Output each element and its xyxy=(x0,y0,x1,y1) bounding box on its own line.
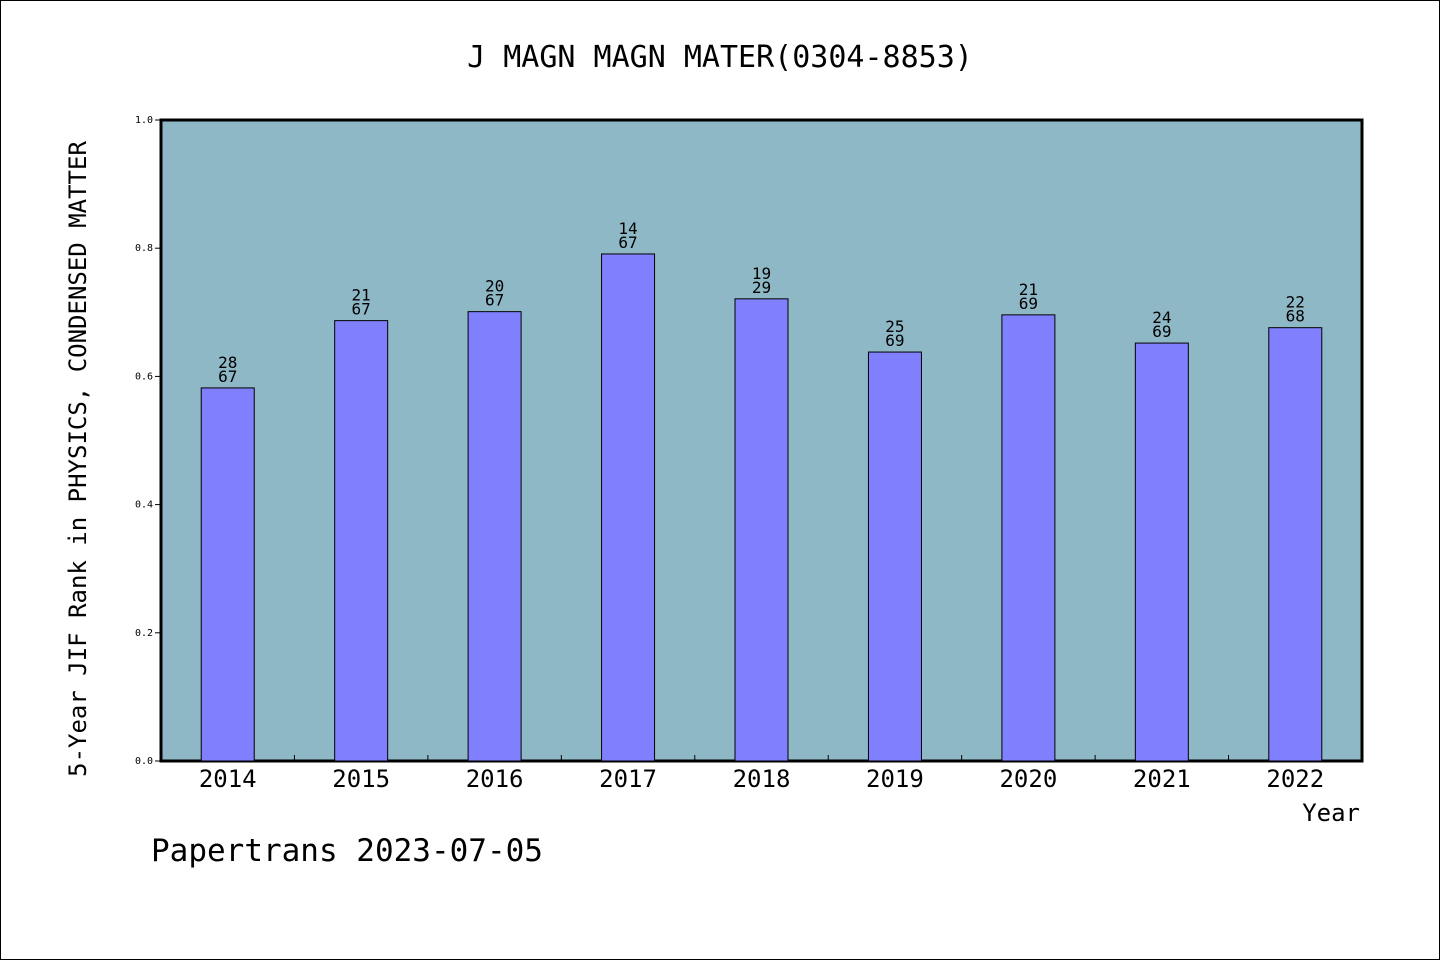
bar-category-total-label: 69 xyxy=(1152,322,1171,341)
bar-2017 xyxy=(601,253,656,762)
bar-rank-label: 24 xyxy=(1152,308,1171,327)
bar-2021 xyxy=(1134,342,1189,762)
bar-2018 xyxy=(734,298,789,762)
bar-category-total-label: 67 xyxy=(485,291,504,310)
bar-category-total-label: 69 xyxy=(885,331,904,350)
y-tick-label: 1.0 xyxy=(135,115,153,126)
bar-category-total-label: 67 xyxy=(218,367,237,386)
x-tick-label: 2015 xyxy=(332,765,390,793)
x-tick-label: 2021 xyxy=(1133,765,1191,793)
x-tick-label: 2019 xyxy=(866,765,924,793)
bar-rank-label: 22 xyxy=(1286,293,1305,312)
x-tick-label: 2022 xyxy=(1266,765,1324,793)
bar-category-total-label: 29 xyxy=(752,278,771,297)
bar-rank-label: 21 xyxy=(352,286,371,305)
x-tick-label: 2020 xyxy=(999,765,1057,793)
x-tick-label: 2017 xyxy=(599,765,657,793)
bar-2014 xyxy=(200,387,255,762)
y-tick-label: 0.0 xyxy=(135,756,153,767)
y-tick-label: 0.8 xyxy=(135,243,153,254)
bar-rank-label: 19 xyxy=(752,264,771,283)
bar-rank-label: 20 xyxy=(485,277,504,296)
y-tick-label: 0.6 xyxy=(135,371,153,382)
footer-source-date: Papertrans 2023-07-05 xyxy=(151,833,543,869)
bar-2016 xyxy=(467,311,522,762)
bar-rank-label: 28 xyxy=(218,353,237,372)
bar-rank-label: 14 xyxy=(618,219,637,238)
y-tick-label: 0.4 xyxy=(135,500,153,511)
y-tick-label: 0.2 xyxy=(135,628,153,639)
bar-rank-label: 21 xyxy=(1019,280,1038,299)
bar-2020 xyxy=(1001,314,1056,762)
bar-category-total-label: 67 xyxy=(352,300,371,319)
bar-2019 xyxy=(867,351,922,762)
x-tick-label: 2016 xyxy=(466,765,524,793)
bar-category-total-label: 69 xyxy=(1019,294,1038,313)
bar-2022 xyxy=(1268,327,1323,762)
y-axis-label: 5-Year JIF Rank in PHYSICS, CONDENSED MA… xyxy=(64,141,92,777)
x-axis-label: Year xyxy=(1302,799,1360,827)
y-axis: 0.0 0.2 0.4 0.6 0.8 1.0 xyxy=(135,115,161,767)
bar-category-total-label: 67 xyxy=(618,233,637,252)
x-tick-label: 2018 xyxy=(733,765,791,793)
x-tick-label: 2014 xyxy=(199,765,257,793)
bar-rank-label: 25 xyxy=(885,317,904,336)
bar-2015 xyxy=(334,320,389,762)
chart-title: J MAGN MAGN MATER(0304-8853) xyxy=(467,40,973,75)
x-axis: 2014 2015 2016 2017 2018 2019 2020 2021 2022 xyxy=(199,755,1324,793)
bar-category-total-label: 68 xyxy=(1286,307,1305,326)
